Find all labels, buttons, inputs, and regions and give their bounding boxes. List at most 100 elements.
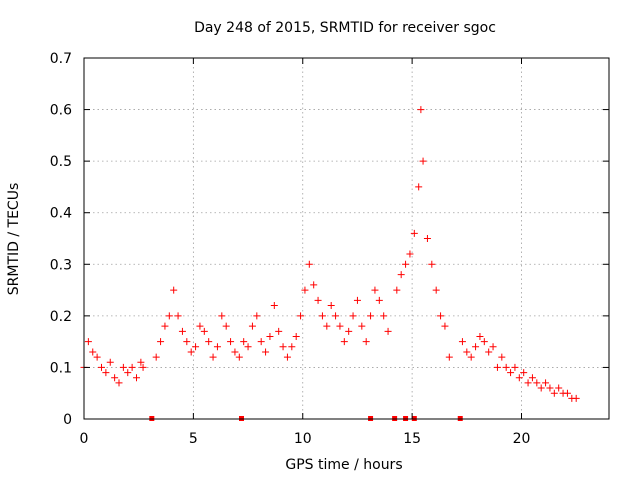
- y-tick-label: 0.5: [50, 154, 72, 170]
- plot-frame: [83, 57, 610, 420]
- data-point: [139, 363, 147, 371]
- data-point: [235, 353, 243, 361]
- data-point: [183, 338, 191, 346]
- data-point: [106, 358, 114, 366]
- data-point: [345, 327, 353, 335]
- data-point: [137, 358, 145, 366]
- chart-title: Day 248 of 2015, SRMTID for receiver sgo…: [194, 20, 496, 36]
- data-point: [533, 379, 541, 387]
- y-tick-label: 0.7: [50, 51, 72, 67]
- data-point: [170, 286, 178, 294]
- data-point: [270, 302, 278, 310]
- data-point: [209, 353, 217, 361]
- data-point: [310, 281, 318, 289]
- data-point: [89, 348, 97, 356]
- data-point: [511, 363, 519, 371]
- data-point: [432, 286, 440, 294]
- x-tick-label: 10: [294, 431, 312, 447]
- data-point: [292, 332, 300, 340]
- data-point: [279, 343, 287, 351]
- y-tick-label: 0.6: [50, 103, 72, 119]
- y-axis: 0 0.1 0.2 0.3 0.4 0.5 0.6 0.7: [50, 51, 609, 428]
- data-point: [192, 343, 200, 351]
- data-point: [489, 343, 497, 351]
- data-point: [476, 332, 484, 340]
- data-point: [165, 312, 173, 320]
- data-point: [367, 312, 375, 320]
- data-point: [524, 379, 532, 387]
- data-point: [205, 338, 213, 346]
- data-point: [248, 322, 256, 330]
- data-point: [498, 353, 506, 361]
- data-point: [332, 312, 340, 320]
- data-point: [480, 338, 488, 346]
- x-tick-label: 0: [80, 431, 89, 447]
- data-point: [262, 348, 270, 356]
- data-point: [93, 353, 101, 361]
- x-tick-label: 15: [403, 431, 421, 447]
- data-point: [157, 338, 165, 346]
- data-point: [353, 296, 361, 304]
- data-point: [297, 312, 305, 320]
- data-point: [419, 157, 427, 165]
- data-point: [402, 260, 410, 268]
- data-point: [472, 343, 480, 351]
- data-point: [253, 312, 261, 320]
- data-point: [380, 312, 388, 320]
- data-point: [84, 338, 92, 346]
- data-point: [174, 312, 182, 320]
- data-point: [152, 353, 160, 361]
- data-point: [550, 389, 558, 397]
- data-point: [415, 183, 423, 191]
- data-point: [187, 348, 195, 356]
- data-point: [305, 260, 313, 268]
- y-tick-label: 0.3: [50, 257, 72, 273]
- y-tick-label: 0.2: [50, 309, 72, 325]
- data-point: [244, 343, 252, 351]
- data-point: [124, 369, 132, 377]
- data-point: [213, 343, 221, 351]
- data-point: [493, 363, 501, 371]
- data-point: [133, 374, 140, 382]
- data-point: [463, 348, 471, 356]
- data-point: [231, 348, 239, 356]
- x-axis-label: GPS time / hours: [285, 457, 402, 473]
- data-point: [371, 286, 379, 294]
- data-point: [467, 353, 475, 361]
- data-point: [340, 338, 348, 346]
- y-axis-label: SRMTID / TECUs: [6, 183, 22, 296]
- data-point: [288, 343, 296, 351]
- data-point: [98, 363, 105, 371]
- data-point: [128, 363, 136, 371]
- data-point: [502, 363, 510, 371]
- grid: [84, 58, 609, 419]
- data-point: [318, 312, 326, 320]
- y-tick-label: 0.1: [50, 360, 72, 376]
- data-point: [397, 271, 405, 279]
- data-point: [406, 250, 414, 258]
- data-point: [349, 312, 357, 320]
- data-point: [572, 394, 580, 402]
- y-tick-label: 0: [63, 412, 72, 428]
- x-tick-label: 5: [189, 431, 198, 447]
- data-point: [301, 286, 309, 294]
- data-point: [410, 229, 418, 237]
- data-points: [80, 106, 580, 402]
- y-tick-label: 0.4: [50, 206, 72, 222]
- data-point: [161, 322, 169, 330]
- data-point: [218, 312, 226, 320]
- data-point: [393, 286, 401, 294]
- data-point: [537, 384, 545, 392]
- data-point: [542, 379, 550, 387]
- x-axis: 0 5 10 15 20: [80, 58, 530, 447]
- data-point: [563, 389, 571, 397]
- data-point: [528, 374, 536, 382]
- data-point: [283, 353, 291, 361]
- data-point: [358, 322, 366, 330]
- data-point: [266, 332, 274, 340]
- data-point: [417, 106, 425, 114]
- data-point: [362, 338, 370, 346]
- data-point: [423, 235, 431, 242]
- data-point: [507, 369, 515, 377]
